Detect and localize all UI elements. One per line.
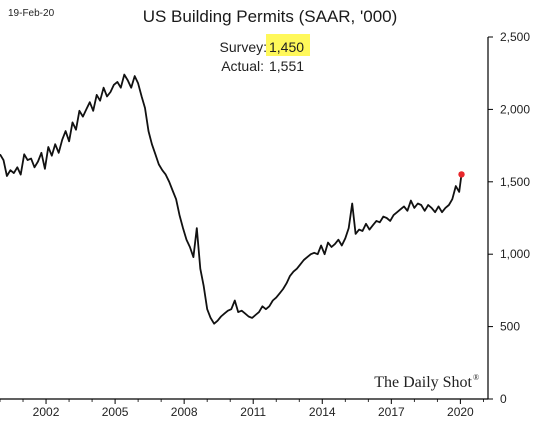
series-line <box>0 73 463 325</box>
survey-highlight <box>266 34 310 56</box>
x-tick-label: 2017 <box>378 405 405 419</box>
x-tick-label: 2020 <box>447 405 474 419</box>
y-tick-label: 2,500 <box>500 30 530 44</box>
y-tick-label: 1,500 <box>500 175 530 189</box>
latest-point-marker <box>458 171 465 178</box>
y-axis: 0 500 1,000 1,500 2,000 2,500 <box>487 30 530 406</box>
watermark-mark: ® <box>473 373 479 382</box>
x-tick-label: 2014 <box>309 405 336 419</box>
chart-title: US Building Permits (SAAR, '000) <box>143 7 398 26</box>
y-tick-label: 2,000 <box>500 102 530 116</box>
x-tick-label: 2008 <box>171 405 198 419</box>
x-tick-label: 2011 <box>240 405 266 419</box>
x-axis: 2002 2005 2008 2011 2014 2017 2020 <box>0 398 488 419</box>
y-tick-label: 500 <box>500 320 520 334</box>
x-tick-label: 2005 <box>102 405 129 419</box>
watermark: The Daily Shot <box>374 374 472 391</box>
plot-area <box>0 73 465 325</box>
y-tick-label: 0 <box>500 392 507 406</box>
survey-label: Survey: <box>220 39 267 55</box>
date-label: 19-Feb-20 <box>8 8 55 19</box>
x-tick-label: 2002 <box>33 405 60 419</box>
actual-label: Actual: <box>221 58 264 74</box>
y-tick-label: 1,000 <box>500 247 530 261</box>
survey-value: 1,450 <box>269 39 304 55</box>
actual-value: 1,551 <box>269 58 304 74</box>
